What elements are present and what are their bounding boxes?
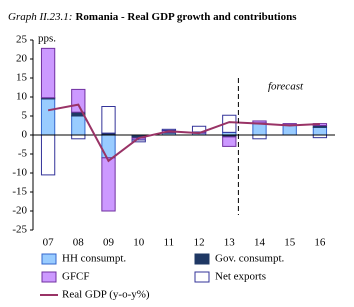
legend-label: Gov. consumpt. bbox=[215, 253, 285, 265]
y-tick-label: 15 bbox=[16, 72, 28, 84]
legend-label: Real GDP (y-o-y%) bbox=[62, 289, 150, 301]
title-text: Romania - Real GDP growth and contributi… bbox=[75, 11, 297, 23]
bar bbox=[252, 123, 267, 136]
bar bbox=[40, 98, 56, 136]
legend-label: HH consumpt. bbox=[62, 253, 126, 265]
bar bbox=[191, 125, 207, 133]
bar bbox=[71, 88, 86, 113]
y-tick-label: 5 bbox=[22, 110, 28, 122]
line bbox=[47, 103, 320, 163]
bar bbox=[312, 126, 328, 136]
bar bbox=[101, 106, 116, 134]
y-tick-label: -20 bbox=[12, 205, 27, 217]
y-tick-label: -15 bbox=[12, 186, 27, 198]
y-tick-label: 10 bbox=[16, 91, 28, 103]
bar bbox=[222, 136, 237, 147]
x-tick-label: 15 bbox=[284, 237, 296, 249]
y-tick-label: -5 bbox=[18, 148, 28, 160]
title-label: Graph II.23.1: bbox=[8, 11, 72, 23]
y-tick-label: 20 bbox=[16, 53, 28, 65]
bar bbox=[101, 134, 116, 159]
bar bbox=[131, 139, 146, 143]
bar bbox=[101, 157, 116, 212]
y-tick-label: -25 bbox=[12, 224, 27, 236]
bar bbox=[40, 47, 56, 99]
x-tick-label: 09 bbox=[103, 237, 115, 249]
bar bbox=[252, 134, 267, 140]
legend-swatch bbox=[194, 253, 210, 265]
y-tick-label: 25 bbox=[16, 34, 28, 46]
x-tick-label: 14 bbox=[254, 237, 266, 249]
bar bbox=[71, 115, 86, 136]
bar bbox=[71, 134, 86, 140]
y-tick-label: 0 bbox=[22, 129, 28, 141]
x-tick-label: 07 bbox=[43, 237, 55, 249]
legend-swatch bbox=[194, 271, 210, 283]
legend-label: Net exports bbox=[215, 271, 266, 283]
x-tick-label: 11 bbox=[164, 237, 175, 249]
x-tick-label: 10 bbox=[133, 237, 145, 249]
legend-swatch bbox=[41, 253, 57, 265]
y-unit: pps. bbox=[38, 33, 56, 45]
x-tick-label: 13 bbox=[224, 237, 236, 249]
x-tick-label: 08 bbox=[73, 237, 85, 249]
x-tick-label: 12 bbox=[194, 237, 205, 249]
bar bbox=[40, 134, 56, 176]
x-tick-label: 16 bbox=[314, 237, 326, 249]
bar bbox=[282, 125, 297, 136]
legend-swatch bbox=[41, 271, 57, 283]
annotation: forecast bbox=[268, 81, 304, 93]
y-tick-label: -10 bbox=[12, 167, 27, 179]
chart-title: Graph II.23.1: Romania - Real GDP growth … bbox=[8, 11, 297, 23]
legend-label: GFCF bbox=[62, 271, 90, 283]
